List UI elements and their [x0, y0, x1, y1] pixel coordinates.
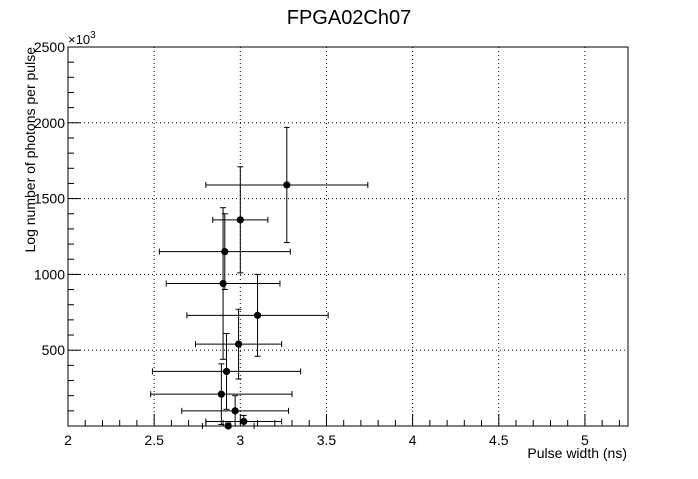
data-marker	[224, 422, 232, 430]
data-marker	[253, 311, 262, 319]
y-tick-label: 2500	[34, 39, 65, 55]
x-tick-label: 2.5	[144, 432, 164, 448]
data-point	[181, 395, 290, 427]
plot-frame	[67, 46, 629, 427]
grid	[68, 47, 628, 426]
y-axis-exponent-power: 3	[90, 30, 96, 41]
data-marker	[219, 279, 227, 288]
data-point	[150, 363, 293, 425]
y-tick-label: 1000	[34, 266, 65, 282]
data-marker	[222, 367, 231, 376]
x-axis-label: Pulse width (ns)	[527, 445, 627, 461]
axes: 2 2.5 3 3.5 4 4.5 5 500 1000 1500 2000 2500	[34, 39, 629, 448]
x-tick-label: 3	[236, 432, 244, 448]
y-axis-exponent-base: ×10	[68, 32, 90, 47]
y-axis-exponent: ×103	[68, 30, 96, 47]
data-point	[205, 414, 283, 427]
x-tick-label: 4.5	[489, 432, 509, 448]
data-point	[205, 126, 369, 244]
y-axis-label: Log number of photons per pulse	[22, 47, 38, 253]
y-tick-label: 500	[42, 342, 66, 358]
x-tick-label: 3.5	[317, 432, 337, 448]
data-marker	[234, 340, 243, 348]
data-marker	[283, 181, 291, 189]
x-tick-label: 5	[581, 432, 589, 448]
chart-title: FPGA02Ch07	[287, 7, 412, 29]
data-marker	[240, 417, 248, 426]
data-point	[165, 207, 281, 360]
data-marker	[217, 390, 225, 398]
data-point	[151, 333, 302, 410]
data-point	[195, 308, 283, 380]
y-tick-label: 2000	[34, 115, 65, 131]
data-marker	[231, 407, 239, 415]
data-series	[150, 126, 369, 430]
x-tick-label: 4	[409, 432, 417, 448]
data-point	[212, 166, 269, 274]
y-tick-label: 1500	[34, 191, 65, 207]
x-tick-label: 2	[64, 432, 72, 448]
data-point	[186, 273, 329, 357]
data-marker	[236, 216, 244, 224]
data-marker	[221, 248, 229, 256]
data-point	[158, 213, 291, 291]
